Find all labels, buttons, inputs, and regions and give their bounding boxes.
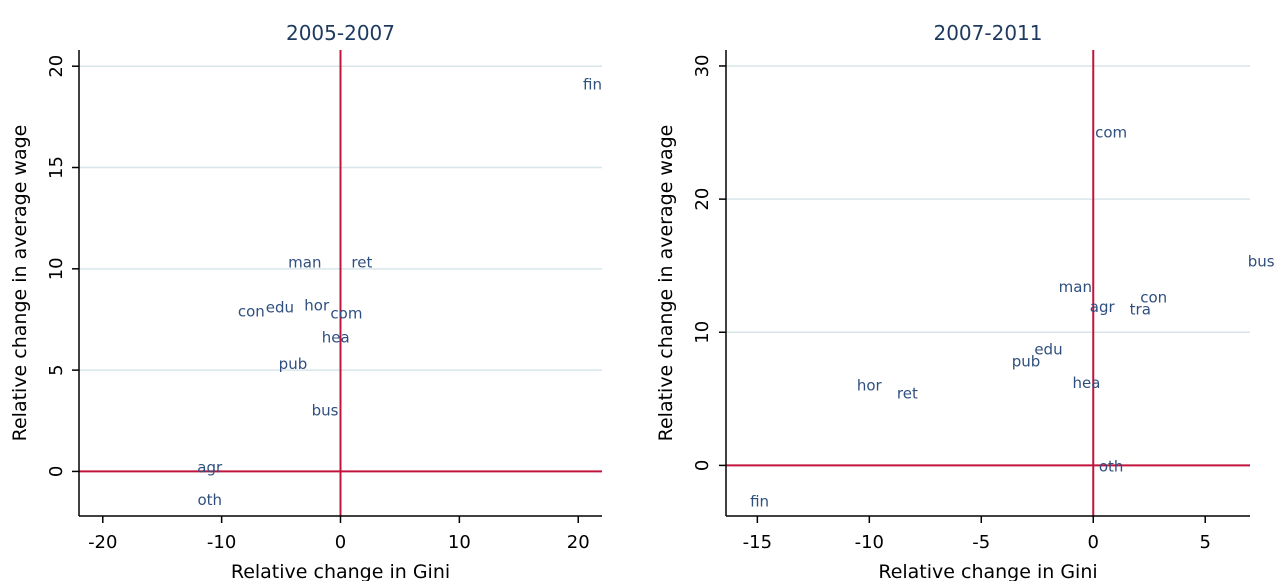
chart2-point-man: man bbox=[1059, 278, 1092, 296]
chart1-y-axis-label: Relative change in average wage bbox=[9, 125, 31, 442]
chart2-x-tick-label-0: -15 bbox=[743, 532, 772, 553]
chart1-y-tick-label-2: 10 bbox=[46, 257, 67, 280]
chart1-x-tick-label-3: 10 bbox=[448, 532, 471, 553]
chart1-point-man: man bbox=[288, 254, 321, 272]
chart2-point-agr: agr bbox=[1090, 298, 1116, 316]
chart2-y-tick-label-3: 30 bbox=[692, 55, 713, 78]
chart1-point-pub: pub bbox=[279, 355, 308, 373]
chart2-y-tick-label-1: 10 bbox=[692, 321, 713, 344]
chart2-x-tick-label-4: 5 bbox=[1199, 532, 1210, 553]
chart1-point-edu: edu bbox=[266, 298, 294, 316]
chart2-point-bus: bus bbox=[1248, 253, 1275, 271]
chart2-point-con: con bbox=[1140, 289, 1167, 307]
chart1-x-tick-label-2: 0 bbox=[335, 532, 346, 553]
chart2-point-ret: ret bbox=[897, 385, 918, 403]
chart1-point-oth: oth bbox=[197, 491, 222, 509]
chart2-point-hor: hor bbox=[857, 377, 883, 395]
chart2-point-com: com bbox=[1095, 124, 1127, 142]
chart1-x-tick-label-0: -20 bbox=[88, 532, 117, 553]
chart2-point-fin: fin bbox=[750, 492, 769, 510]
chart1-x-tick-label-1: -10 bbox=[207, 532, 236, 553]
chart1-point-hea: hea bbox=[322, 329, 350, 347]
chart1-x-axis-label: Relative change in Gini bbox=[231, 561, 450, 581]
chart1-y-tick-label-4: 20 bbox=[46, 55, 67, 78]
chart1-y-tick-label-0: 0 bbox=[46, 466, 67, 477]
chart2-point-hea: hea bbox=[1073, 374, 1101, 392]
chart1-x-tick-label-4: 20 bbox=[567, 532, 590, 553]
chart2-point-tra: tra bbox=[1130, 301, 1151, 319]
chart1-title: 2005-2007 bbox=[286, 21, 395, 45]
chart1-point-con: con bbox=[238, 302, 265, 320]
chart2-y-axis-label: Relative change in average wage bbox=[655, 125, 677, 442]
chart1-point-hor: hor bbox=[304, 296, 330, 314]
chart1-point-ret: ret bbox=[351, 254, 372, 272]
chart2-title: 2007-2011 bbox=[933, 21, 1042, 45]
chart2-point-oth: oth bbox=[1099, 458, 1124, 476]
chart2-y-tick-label-2: 20 bbox=[692, 188, 713, 211]
chart2-x-tick-label-2: -5 bbox=[972, 532, 990, 553]
chart2-x-axis-label: Relative change in Gini bbox=[878, 561, 1097, 581]
chart2-x-tick-label-3: 0 bbox=[1088, 532, 1099, 553]
chart1-y-tick-label-1: 5 bbox=[46, 364, 67, 375]
chart1-point-agr: agr bbox=[197, 458, 223, 476]
chart2-point-pub: pub bbox=[1012, 353, 1041, 371]
chart1-point-bus: bus bbox=[312, 402, 339, 420]
chart2-x-tick-label-1: -10 bbox=[855, 532, 884, 553]
chart1-point-com: com bbox=[330, 304, 362, 322]
chart1-y-tick-label-3: 15 bbox=[46, 156, 67, 179]
chart2-y-tick-label-0: 0 bbox=[692, 460, 713, 471]
chart2-point-edu: edu bbox=[1034, 341, 1062, 359]
chart1-point-fin: fin bbox=[583, 75, 602, 93]
